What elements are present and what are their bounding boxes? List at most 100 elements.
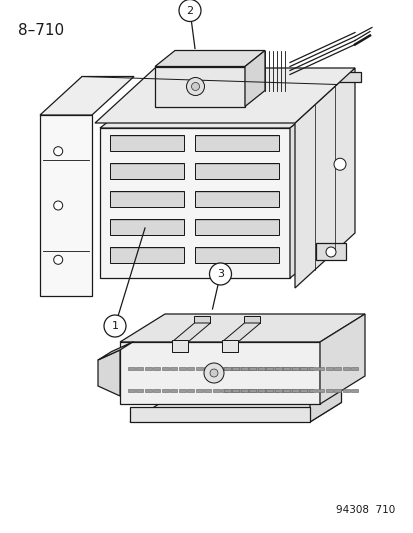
Polygon shape [171,340,188,352]
Polygon shape [221,340,237,352]
Polygon shape [145,389,152,392]
Polygon shape [98,342,133,360]
Polygon shape [154,67,244,107]
Polygon shape [300,389,307,392]
Polygon shape [309,384,341,422]
Circle shape [204,363,223,383]
Polygon shape [263,389,271,392]
Polygon shape [195,163,278,179]
Polygon shape [294,68,354,288]
Polygon shape [221,367,228,370]
Polygon shape [204,389,211,392]
Polygon shape [280,389,287,392]
Polygon shape [223,389,230,392]
Circle shape [54,201,62,210]
Polygon shape [232,367,239,370]
Polygon shape [161,367,169,370]
Polygon shape [195,247,278,263]
Polygon shape [187,389,194,392]
Polygon shape [221,323,260,342]
Polygon shape [249,367,256,370]
Polygon shape [161,389,169,392]
Polygon shape [100,114,307,128]
Polygon shape [255,367,262,370]
Polygon shape [342,367,349,370]
Polygon shape [40,115,92,296]
Polygon shape [289,367,296,370]
Polygon shape [266,367,273,370]
Polygon shape [289,389,296,392]
Text: 1: 1 [111,321,118,331]
Polygon shape [274,389,281,392]
Polygon shape [110,191,183,207]
Polygon shape [110,135,183,151]
Text: 8–710: 8–710 [18,23,64,38]
Polygon shape [297,389,304,392]
Polygon shape [195,191,278,207]
Polygon shape [195,219,278,235]
Polygon shape [195,367,202,370]
Polygon shape [289,114,307,278]
Polygon shape [336,71,360,82]
Polygon shape [145,367,152,370]
Polygon shape [153,389,160,392]
Polygon shape [170,389,177,392]
Polygon shape [195,389,202,392]
Polygon shape [266,389,273,392]
Circle shape [209,369,218,377]
Polygon shape [120,314,364,342]
Circle shape [186,77,204,95]
Polygon shape [291,367,298,370]
Circle shape [333,158,345,170]
Polygon shape [308,389,315,392]
Polygon shape [283,389,290,392]
Polygon shape [178,389,185,392]
Circle shape [178,0,201,21]
Polygon shape [187,367,194,370]
Polygon shape [40,77,134,115]
Polygon shape [334,367,341,370]
Polygon shape [325,367,332,370]
Circle shape [191,83,199,91]
Polygon shape [351,389,358,392]
Polygon shape [315,243,345,260]
Polygon shape [274,367,281,370]
Polygon shape [325,389,332,392]
Polygon shape [238,389,245,392]
Circle shape [209,263,231,285]
Polygon shape [194,316,210,323]
Polygon shape [178,367,185,370]
Polygon shape [263,367,271,370]
Polygon shape [128,367,135,370]
Polygon shape [300,367,307,370]
Polygon shape [272,367,279,370]
Polygon shape [291,389,298,392]
Polygon shape [319,314,364,404]
Polygon shape [342,389,349,392]
Polygon shape [308,367,315,370]
Polygon shape [120,342,319,404]
Text: 3: 3 [216,269,223,279]
Polygon shape [257,367,264,370]
Polygon shape [334,389,341,392]
Polygon shape [153,367,160,370]
Polygon shape [110,163,183,179]
Polygon shape [130,407,309,422]
Polygon shape [100,128,289,278]
Polygon shape [221,389,228,392]
Circle shape [325,247,335,257]
Polygon shape [351,367,358,370]
Polygon shape [306,389,313,392]
Text: 94308  710: 94308 710 [335,505,394,515]
Polygon shape [128,389,135,392]
Polygon shape [230,389,236,392]
Polygon shape [130,402,341,422]
Polygon shape [317,389,324,392]
Circle shape [54,147,62,156]
Polygon shape [249,389,256,392]
Polygon shape [170,367,177,370]
Polygon shape [257,389,264,392]
Circle shape [104,315,126,337]
Polygon shape [95,68,354,123]
Polygon shape [247,389,254,392]
